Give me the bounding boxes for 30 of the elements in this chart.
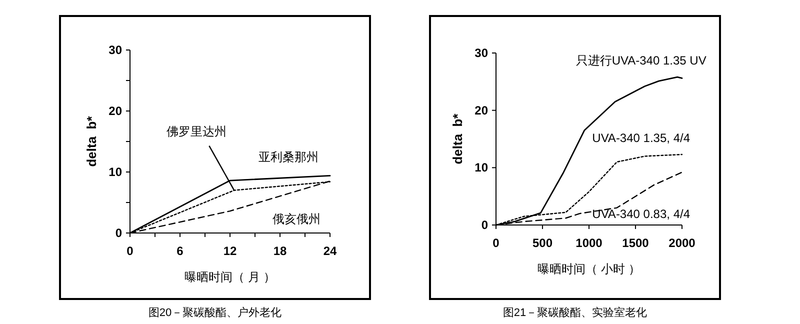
x-tick-label: 18: [273, 244, 287, 258]
series-label: 俄亥俄州: [272, 212, 321, 226]
y-tick-label: 30: [108, 43, 122, 57]
y-tick-label: 0: [115, 226, 122, 240]
y-axis-title: delta b*: [84, 115, 99, 167]
x-tick-label: 0: [492, 236, 500, 250]
y-axis-title: delta b*: [450, 112, 465, 164]
y-tick-label: 20: [108, 104, 122, 118]
x-tick-label: 1000: [576, 236, 603, 250]
x-tick-label: 500: [532, 236, 553, 250]
text: 佛罗里达州: [166, 124, 227, 138]
y-tick-label: 10: [108, 165, 122, 179]
x-axis-title: 曝晒时间（ 月 ）: [184, 270, 276, 284]
series-label: UVA-340 1.35, 4/4: [592, 130, 690, 145]
x-tick-label: 6: [176, 244, 184, 258]
series-label: UVA-340 0.83, 4/4: [592, 207, 690, 222]
x-tick-label: 24: [323, 244, 337, 258]
x-tick-label: 2000: [668, 236, 696, 250]
y-tick-label: 20: [474, 103, 488, 118]
y-tick-label: 30: [474, 46, 488, 60]
series-label: 亚利桑那州: [258, 150, 318, 164]
x-axis-title: 曝晒时间（ 小时 ）: [538, 262, 640, 276]
text: 图21－聚碳酸酯、实验室老化: [502, 306, 648, 319]
y-tick-label: 0: [481, 218, 488, 232]
x-tick-label: 0: [126, 244, 134, 258]
text: 只进行UVA-340 1.35 UV: [576, 53, 706, 68]
y-tick-label: 10: [474, 160, 488, 175]
x-tick-label: 1500: [622, 236, 650, 250]
text: 图20－聚碳酸酯、户外老化: [148, 306, 282, 319]
x-tick-label: 12: [223, 244, 237, 258]
